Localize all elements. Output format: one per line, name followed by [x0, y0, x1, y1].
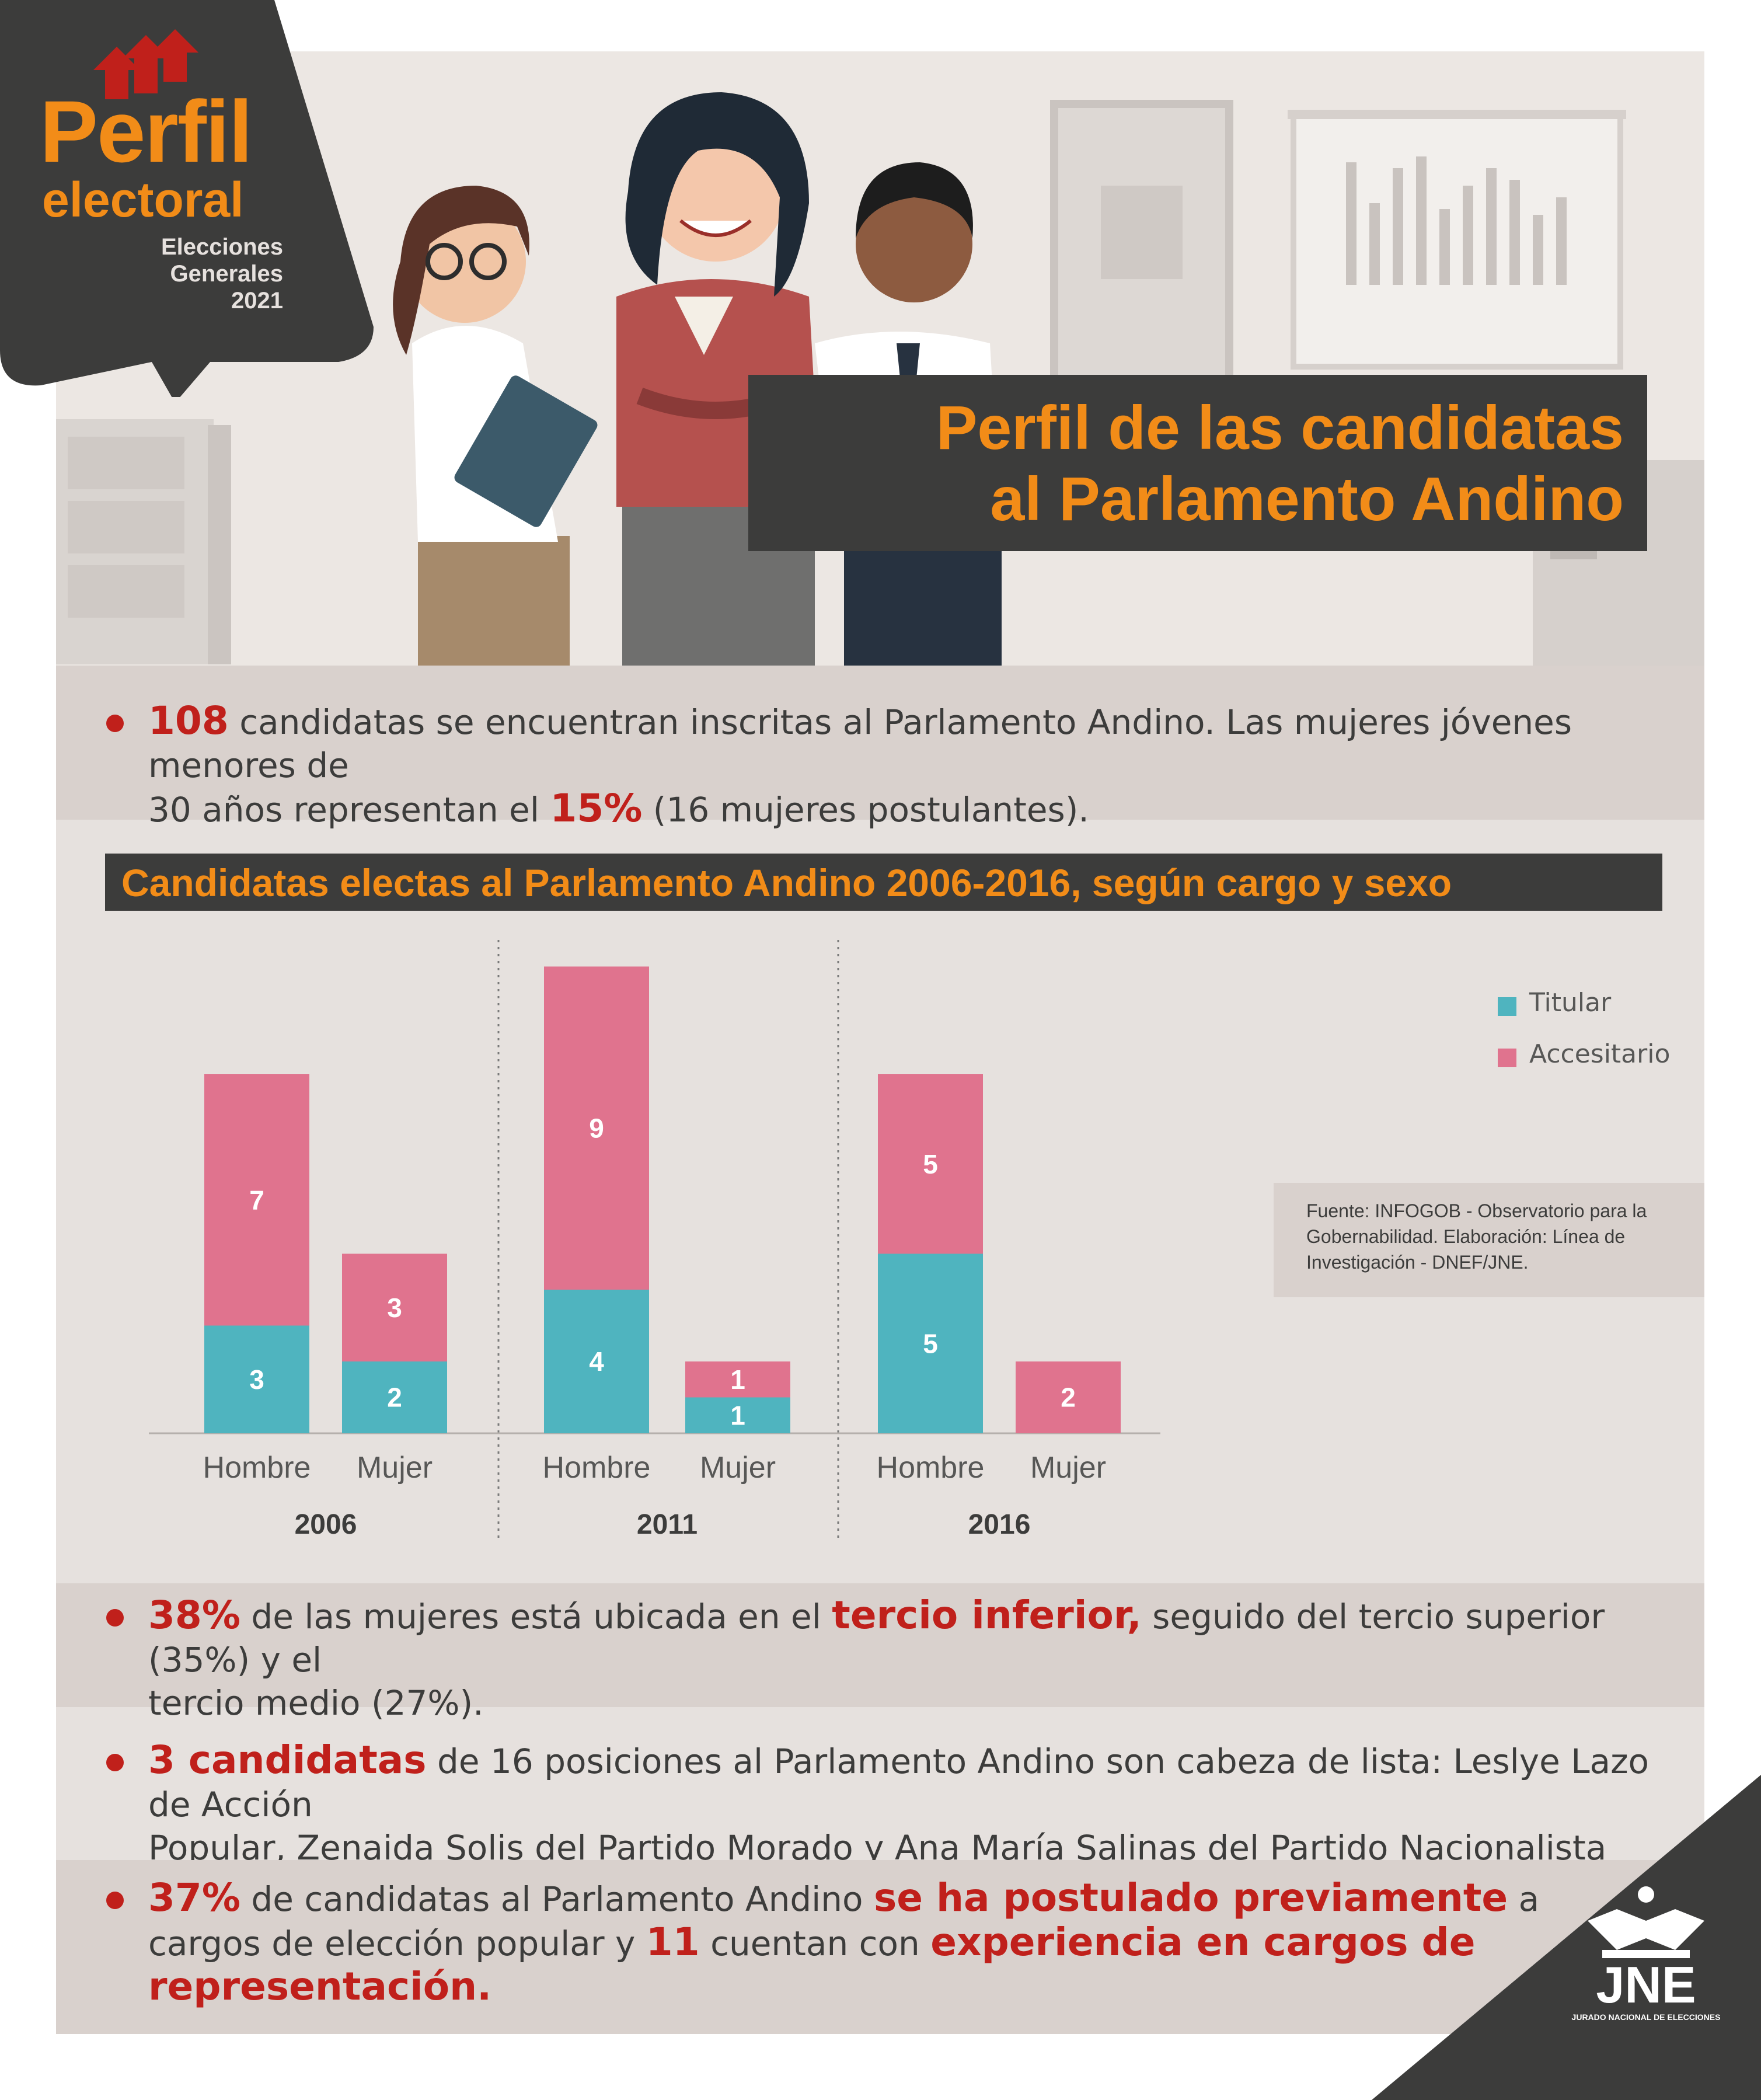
fact-4-text4: cuentan con	[699, 1924, 931, 1963]
fact-1-text2: 30 años representan el	[148, 790, 550, 830]
jne-logo-text: JNE	[1596, 1956, 1696, 2014]
bar-2011-mujer-titular	[685, 1397, 790, 1433]
bullet-icon	[106, 1609, 124, 1627]
fact-4-highlight3: representación.	[148, 1964, 492, 2009]
fact-2-highlight: tercio inferior,	[832, 1593, 1142, 1638]
election-line2: Generales	[170, 261, 283, 287]
bar-2016-hombre-titular	[878, 1253, 983, 1433]
chart-title-box: Candidatas electas al Parlamento Andino …	[105, 854, 1662, 911]
title-line1: Perfil de las candidatas	[936, 393, 1624, 462]
bullet-icon	[106, 1892, 124, 1909]
bullet-icon	[106, 715, 124, 732]
legend-swatch-accesitario	[1498, 1049, 1516, 1067]
fact-4-text3: cargos de elección popular y	[148, 1924, 646, 1963]
data-label: 5	[923, 1149, 938, 1179]
election-label: Elecciones Generales 2021	[108, 234, 283, 314]
fact-2: 38% de las mujeres está ubicada en el te…	[148, 1594, 1666, 1725]
fact-band-1	[56, 666, 1704, 820]
legend-swatch-titular	[1498, 997, 1516, 1016]
bar-2011-mujer-accesitario	[685, 1361, 790, 1398]
election-year: 2021	[231, 288, 283, 314]
data-label: 1	[730, 1364, 745, 1395]
chart-title: Candidatas electas al Parlamento Andino …	[121, 861, 1452, 904]
logo-perfil: Perfil	[40, 82, 253, 180]
fact-band-2	[56, 1583, 1704, 1707]
logo-electoral: electoral	[42, 172, 244, 227]
bar-chart: 37Hombre23Mujer200649Hombre11Mujer201155…	[149, 940, 1160, 1541]
fact-2-number: 38%	[148, 1593, 240, 1638]
bar-2016-hombre-accesitario	[878, 1074, 983, 1254]
bar-2006-hombre-accesitario	[204, 1074, 309, 1326]
bar-2011-hombre-titular	[544, 1290, 649, 1433]
fact-4: 37% de candidatas al Parlamento Andino s…	[148, 1876, 1666, 2010]
legend-label-accesitario: Accesitario	[1529, 1039, 1671, 1069]
group-label: 2006	[295, 1509, 357, 1540]
fact-4-number2: 11	[646, 1920, 700, 1965]
fact-2-text3: tercio medio (27%).	[148, 1683, 484, 1723]
data-label: 3	[387, 1293, 402, 1323]
bar-2006-hombre-titular	[204, 1325, 309, 1433]
fact-band-4	[56, 1860, 1704, 2034]
fact-4-highlight1: se ha postulado previamente	[873, 1875, 1508, 1920]
bar-2016-mujer-accesitario	[1016, 1361, 1121, 1433]
data-label: 1	[730, 1400, 745, 1430]
legend-label-titular: Titular	[1529, 988, 1612, 1018]
fact-1: 108 candidatas se encuentran inscritas a…	[148, 699, 1666, 831]
data-label: 7	[249, 1185, 264, 1215]
fact-1-text1: candidatas se encuentran inscritas al Pa…	[148, 702, 1572, 785]
bar-2006-mujer-accesitario	[342, 1253, 447, 1361]
fact-2-text2: seguido del tercio superior (35%) y el	[148, 1597, 1605, 1680]
data-label: 2	[387, 1382, 402, 1413]
fact-4-number: 37%	[148, 1875, 240, 1920]
fact-1-number: 108	[148, 698, 229, 743]
fact-1-text3: (16 mujeres postulantes).	[642, 790, 1089, 830]
bar-2006-mujer-titular	[342, 1361, 447, 1433]
page-title: Perfil de las candidatas al Parlamento A…	[748, 375, 1647, 551]
fact-4-highlight2: experiencia en cargos de	[930, 1920, 1476, 1965]
bar-2011-hombre-accesitario	[544, 966, 649, 1290]
fact-4-text2: a	[1508, 1879, 1540, 1919]
data-label: 3	[249, 1364, 264, 1395]
category-label: Hombre	[543, 1451, 651, 1485]
data-label: 5	[923, 1328, 938, 1359]
fact-4-text1: de candidatas al Parlamento Andino	[240, 1879, 874, 1919]
data-label: 9	[589, 1113, 604, 1143]
jne-logo: JNE JURADO NACIONAL DE ELECCIONES	[1372, 1775, 1761, 2100]
category-label: Mujer	[700, 1451, 776, 1485]
source-note: Fuente: INFOGOB - Observatorio para la G…	[1306, 1200, 1647, 1273]
data-label: 2	[1061, 1382, 1076, 1413]
jne-logo-subtitle: JURADO NACIONAL DE ELECCIONES	[1572, 2012, 1721, 2022]
brand-corner-tag	[0, 0, 374, 397]
fact-1-pct: 15%	[550, 786, 643, 831]
bullet-icon	[106, 1754, 124, 1771]
group-label: 2011	[637, 1509, 698, 1540]
category-label: Hombre	[203, 1451, 311, 1485]
group-label: 2016	[968, 1509, 1031, 1540]
source-box: Fuente: INFOGOB - Observatorio para la G…	[1274, 1183, 1704, 1297]
title-line2: al Parlamento Andino	[990, 465, 1624, 534]
category-label: Mujer	[357, 1451, 433, 1485]
category-label: Hombre	[877, 1451, 985, 1485]
fact-3-text1: de 16 posiciones al Parlamento Andino so…	[148, 1742, 1650, 1824]
category-label: Mujer	[1030, 1451, 1106, 1485]
election-line1: Elecciones	[161, 234, 283, 260]
data-label: 4	[589, 1346, 604, 1377]
fact-2-text1: de las mujeres está ubicada en el	[240, 1597, 832, 1636]
fact-3-number: 3 candidatas	[148, 1737, 427, 1782]
